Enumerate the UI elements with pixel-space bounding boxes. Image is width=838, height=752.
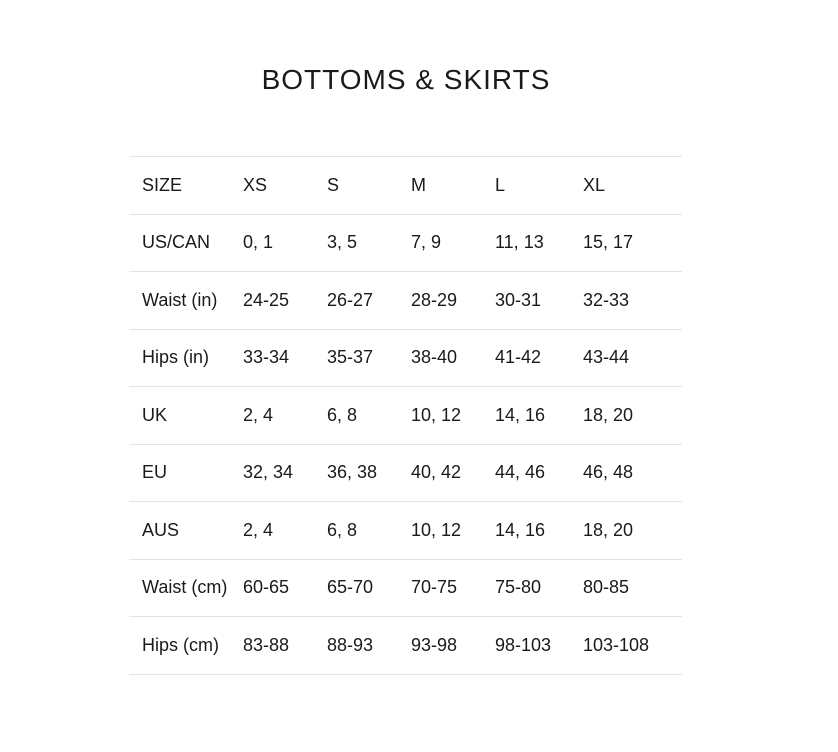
table-cell: 103-108: [583, 616, 682, 675]
table-cell: 41-42: [495, 328, 583, 387]
row-label: Hips (in): [129, 328, 243, 387]
table-cell: 35-37: [327, 328, 411, 387]
table-cell: 6, 8: [327, 501, 411, 559]
row-label: EU: [129, 443, 243, 502]
row-label: US/CAN: [129, 213, 243, 272]
table-cell: 18, 20: [583, 501, 682, 559]
row-label: UK: [129, 386, 243, 444]
page-title: BOTTOMS & SKIRTS: [261, 64, 551, 95]
table-cell: 0, 1: [243, 213, 327, 272]
table-cell: 7, 9: [411, 213, 495, 272]
table-cell: 6, 8: [327, 386, 411, 444]
table-cell: 32, 34: [243, 443, 327, 502]
table-cell: 28-29: [411, 271, 495, 329]
table-cell: 70-75: [411, 558, 495, 617]
table-cell: 3, 5: [327, 213, 411, 272]
table-cell: XS: [243, 156, 327, 214]
table-row: Waist (cm) 60-65 65-70 70-75 75-80 80-85: [129, 558, 682, 617]
table-row: EU 32, 34 36, 38 40, 42 44, 46 46, 48: [129, 443, 682, 502]
table-cell: 44, 46: [495, 443, 583, 502]
table-row: Hips (in) 33-34 35-37 38-40 41-42 43-44: [129, 328, 682, 387]
table-cell: M: [411, 156, 495, 214]
row-label: AUS: [129, 501, 243, 559]
table-cell: 65-70: [327, 558, 411, 617]
table-row: UK 2, 4 6, 8 10, 12 14, 16 18, 20: [129, 386, 682, 444]
table-header-row: SIZE XS S M L XL: [129, 156, 682, 214]
table-cell: S: [327, 156, 411, 214]
table-cell: 11, 13: [495, 213, 583, 272]
table-cell: 14, 16: [495, 386, 583, 444]
size-chart-table: SIZE XS S M L XL US/CAN 0, 1 3, 5 7, 9 11, 13 15, 1…: [129, 156, 682, 675]
table-row: AUS 2, 4 6, 8 10, 12 14, 16 18, 20: [129, 501, 682, 559]
table-cell: 80-85: [583, 558, 682, 617]
table-cell: 14, 16: [495, 501, 583, 559]
row-label: Waist (in): [129, 271, 243, 329]
table-cell: XL: [583, 156, 682, 214]
row-label: Hips (cm): [129, 616, 243, 675]
table-cell: 10, 12: [411, 386, 495, 444]
table-cell: 46, 48: [583, 443, 682, 502]
table-cell: 38-40: [411, 328, 495, 387]
table-cell: 60-65: [243, 558, 327, 617]
table-row: Hips (cm) 83-88 88-93 93-98 98-103 103-108: [129, 616, 682, 675]
table-cell: 10, 12: [411, 501, 495, 559]
row-label: SIZE: [129, 156, 243, 214]
table-cell: 32-33: [583, 271, 682, 329]
table-cell: 26-27: [327, 271, 411, 329]
table-row: US/CAN 0, 1 3, 5 7, 9 11, 13 15, 17: [129, 213, 682, 272]
table-cell: 98-103: [495, 616, 583, 675]
table-cell: 43-44: [583, 328, 682, 387]
table-cell: 93-98: [411, 616, 495, 675]
table-cell: 33-34: [243, 328, 327, 387]
table-cell: 83-88: [243, 616, 327, 675]
table-row: Waist (in) 24-25 26-27 28-29 30-31 32-33: [129, 271, 682, 329]
table-cell: 40, 42: [411, 443, 495, 502]
table-cell: 18, 20: [583, 386, 682, 444]
table-cell: 36, 38: [327, 443, 411, 502]
table-cell: 15, 17: [583, 213, 682, 272]
table-cell: L: [495, 156, 583, 214]
table-cell: 30-31: [495, 271, 583, 329]
table-cell: 75-80: [495, 558, 583, 617]
row-label: Waist (cm): [129, 558, 243, 617]
table-cell: 24-25: [243, 271, 327, 329]
table-cell: 88-93: [327, 616, 411, 675]
table-cell: 2, 4: [243, 386, 327, 444]
table-cell: 2, 4: [243, 501, 327, 559]
